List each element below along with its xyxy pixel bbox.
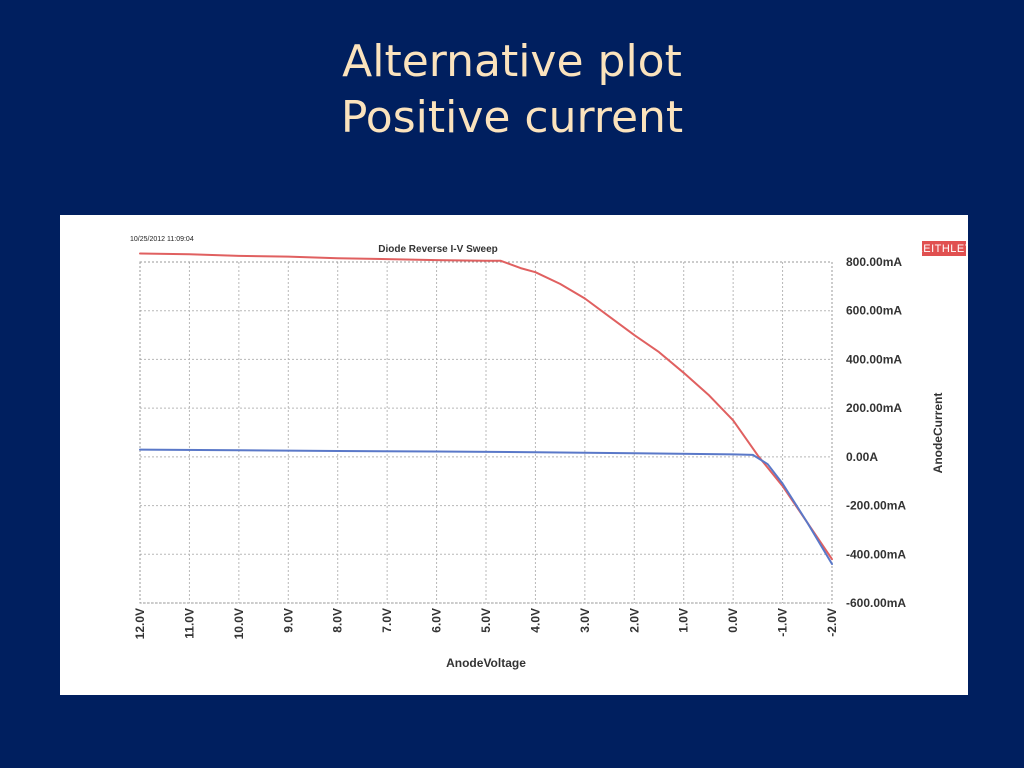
x-tick-label: 10.0V bbox=[232, 608, 246, 639]
chart-panel: 800.00mA 600.00mA 400.00mA 200.00mA 0.00A -20… bbox=[60, 215, 968, 695]
y-tick-label: 0.00A bbox=[846, 450, 878, 464]
x-tick-label: -2.0V bbox=[825, 608, 839, 637]
x-axis-label: AnodeVoltage bbox=[446, 656, 526, 670]
grid bbox=[139, 261, 833, 604]
series-line-red bbox=[139, 252, 833, 561]
x-tick-label: 0.0V bbox=[726, 608, 740, 633]
x-tick-label: 3.0V bbox=[578, 608, 592, 633]
timestamp: 10/25/2012 11:09:04 bbox=[130, 236, 194, 243]
slide-title-line-2: Positive current bbox=[340, 92, 684, 143]
iv-sweep-chart: 800.00mA 600.00mA 400.00mA 200.00mA 0.00A -20… bbox=[130, 236, 968, 670]
brand-text: KEITHLEY bbox=[915, 243, 968, 255]
brand-logo: KEITHLEY bbox=[915, 241, 968, 256]
slide-title-line-1: Alternative plot bbox=[342, 36, 682, 87]
x-tick-label: 2.0V bbox=[627, 608, 641, 633]
y-tick-label: -200.00mA bbox=[846, 499, 906, 513]
y-axis-label: AnodeCurrent bbox=[931, 393, 945, 474]
series-layer bbox=[139, 252, 833, 565]
slide-title: Alternative plot Positive current bbox=[0, 34, 1024, 146]
x-tick-label: -1.0V bbox=[776, 608, 790, 637]
y-tick-label: 200.00mA bbox=[846, 401, 902, 415]
plot-frame bbox=[139, 261, 833, 604]
x-axis-ticks: 12.0V 11.0V 10.0V 9.0V 8.0V 7.0V 6.0V 5.0V 4.0V 3… bbox=[133, 608, 839, 639]
y-tick-label: 800.00mA bbox=[846, 255, 902, 269]
y-tick-label: -400.00mA bbox=[846, 547, 906, 561]
x-tick-label: 1.0V bbox=[677, 608, 691, 633]
y-tick-label: 400.00mA bbox=[846, 352, 902, 366]
x-tick-label: 11.0V bbox=[182, 608, 196, 639]
brand-badge bbox=[922, 241, 966, 256]
x-tick-label: 9.0V bbox=[281, 608, 295, 633]
x-tick-label: 12.0V bbox=[133, 608, 147, 639]
x-tick-label: 6.0V bbox=[430, 608, 444, 633]
x-tick-label: 7.0V bbox=[380, 608, 394, 633]
series-line-blue bbox=[139, 448, 833, 565]
x-tick-label: 5.0V bbox=[479, 608, 493, 633]
x-tick-label: 4.0V bbox=[528, 608, 542, 633]
y-axis-ticks: 800.00mA 600.00mA 400.00mA 200.00mA 0.00A -20… bbox=[846, 255, 906, 610]
y-tick-label: -600.00mA bbox=[846, 596, 906, 610]
y-tick-label: 600.00mA bbox=[846, 304, 902, 318]
x-tick-label: 8.0V bbox=[331, 608, 345, 633]
chart-title: Diode Reverse I-V Sweep bbox=[378, 244, 498, 255]
